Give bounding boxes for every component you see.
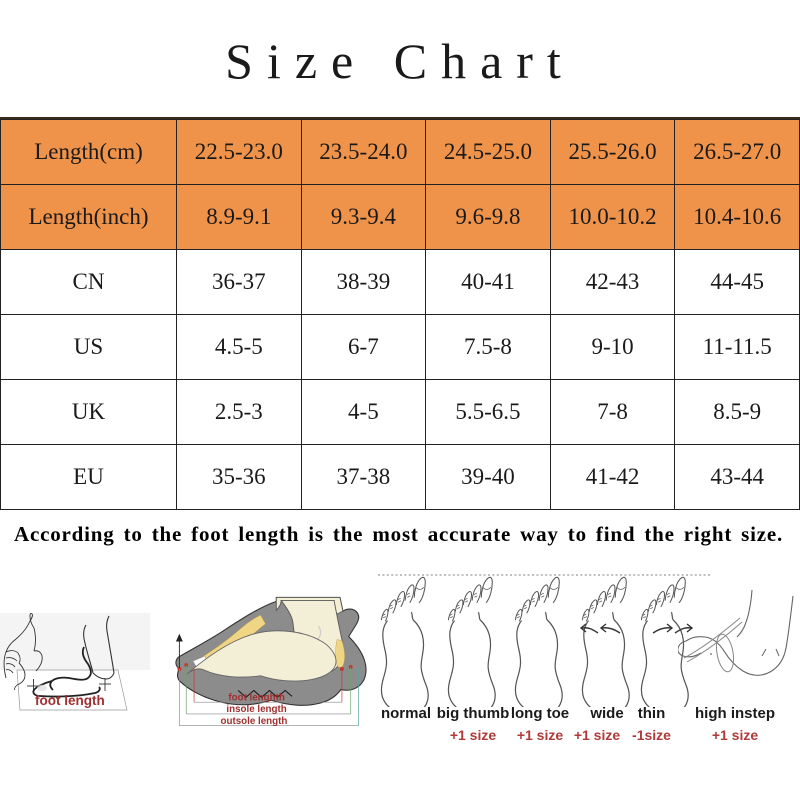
svg-text:insole length: insole length	[226, 704, 286, 715]
svg-text:foot length: foot length	[35, 693, 105, 708]
svg-text:foot lenghth: foot lenghth	[228, 692, 285, 703]
svg-text:outsole length: outsole length	[221, 716, 288, 727]
